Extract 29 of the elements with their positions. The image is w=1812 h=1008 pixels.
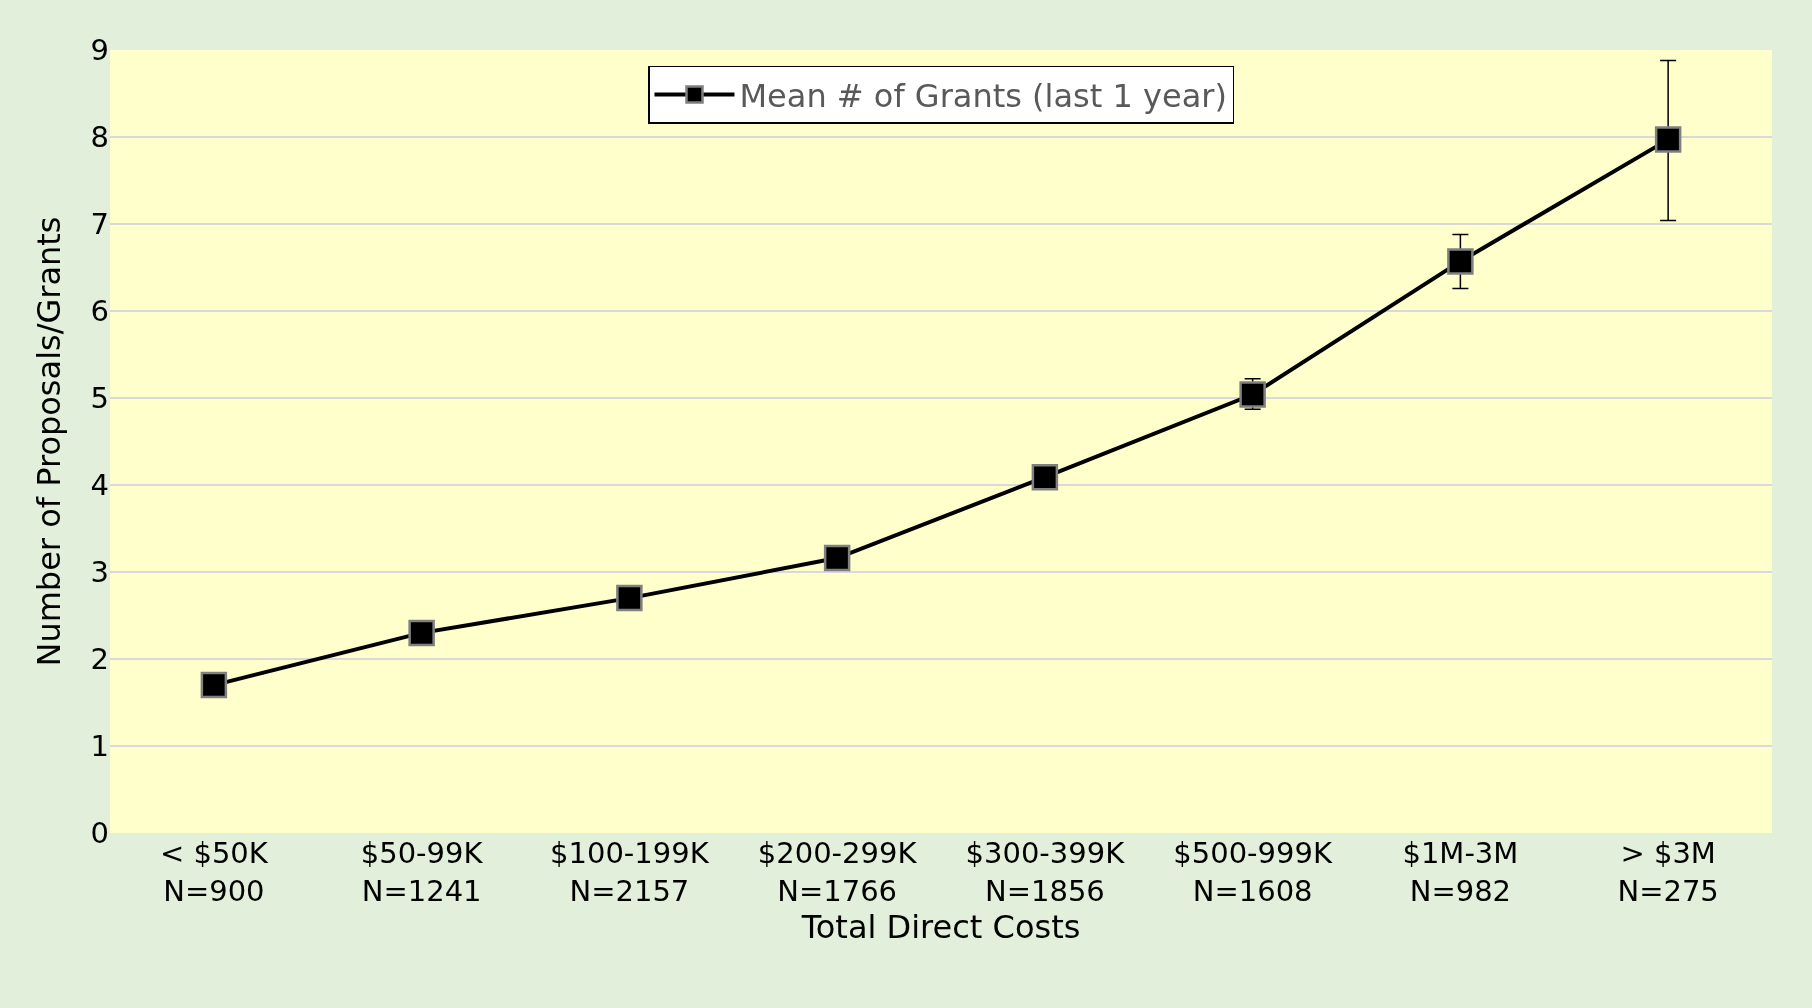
y-tick-label: 8 — [90, 120, 109, 155]
x-tick-label: $50-99K N=1241 — [360, 836, 484, 908]
x-tick-label: $200-299K N=1766 — [757, 836, 918, 908]
point — [1447, 248, 1474, 275]
y-tick-label: 0 — [90, 816, 109, 851]
legend-label: Mean # of Grants (last 1 year) — [739, 76, 1227, 115]
y-axis-title: Number of Proposals/Grants — [29, 216, 68, 667]
y-tick-label: 7 — [90, 207, 109, 242]
point — [1654, 126, 1682, 153]
point — [1239, 381, 1266, 408]
y-tick-label: 9 — [90, 33, 109, 68]
point — [1031, 463, 1059, 491]
y-tick-label: 2 — [90, 642, 109, 677]
x-tick-label: $300-399K N=1856 — [965, 836, 1126, 908]
x-tick-label: $500-999K N=1608 — [1173, 836, 1333, 908]
y-tick-label: 4 — [90, 468, 109, 503]
point — [616, 584, 643, 612]
point — [200, 671, 228, 699]
y-tick-label: 5 — [90, 381, 109, 416]
y-tick-label: 3 — [90, 555, 109, 590]
y-tick-label: 6 — [90, 294, 109, 329]
y-tick-label: 1 — [90, 729, 109, 764]
point — [823, 544, 851, 572]
point — [408, 619, 435, 647]
x-tick-label: < $50K N=900 — [159, 836, 269, 908]
x-axis-title: Total Direct Costs — [800, 907, 1081, 946]
x-tick-label: $1M-3M N=982 — [1402, 836, 1519, 908]
x-tick-label: $100-199K N=2157 — [550, 836, 710, 908]
x-tick-label: > $3M N=275 — [1617, 836, 1719, 908]
